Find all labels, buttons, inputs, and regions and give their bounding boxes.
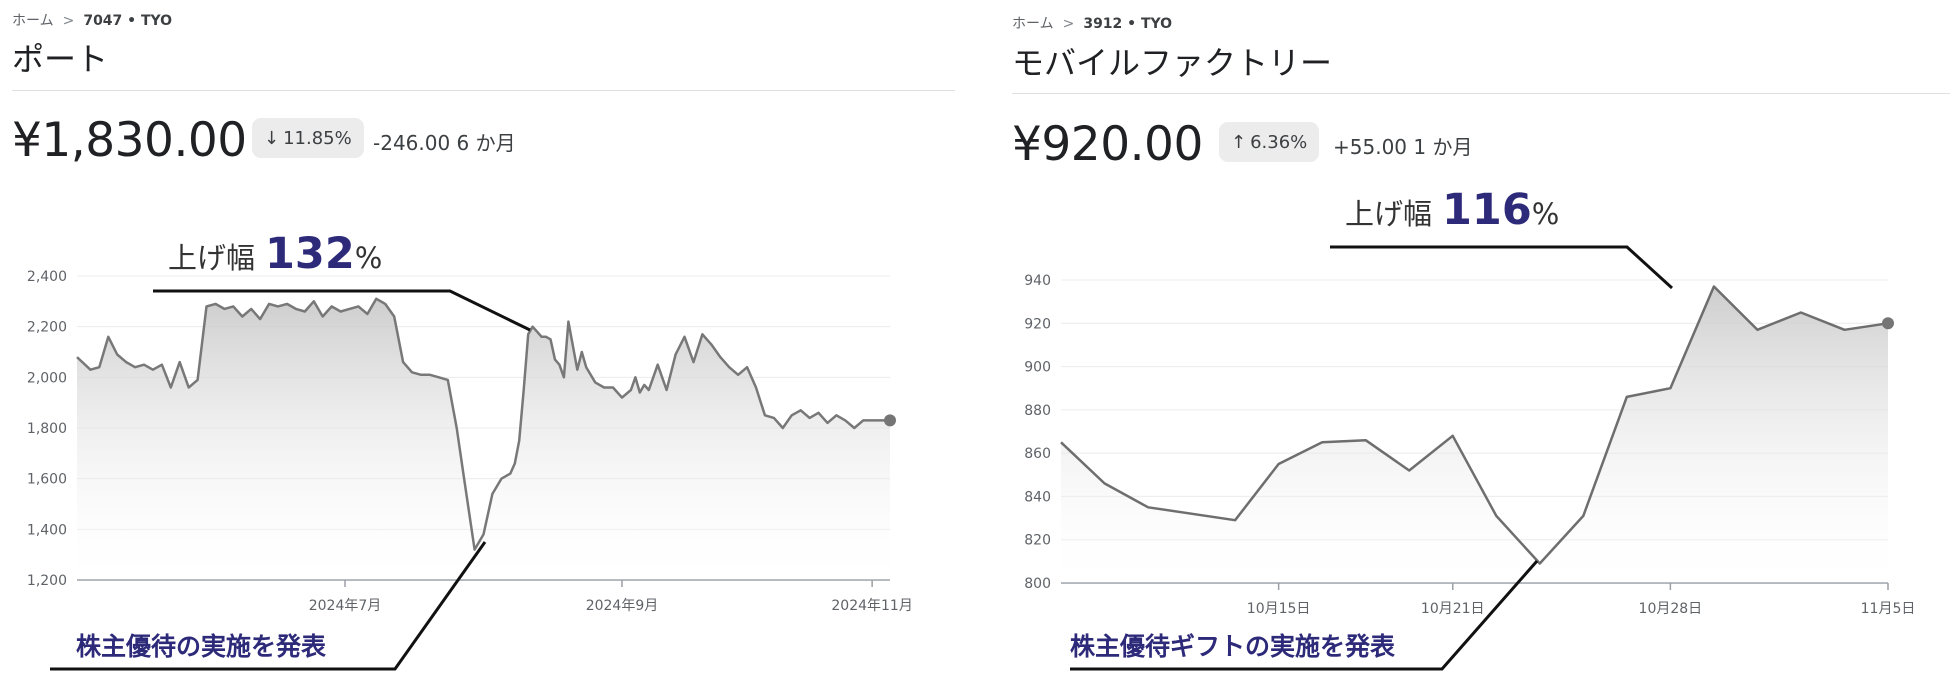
- gain-annotation: 上げ幅 116%: [1345, 185, 1559, 235]
- y-tick-label: 2,400: [27, 269, 67, 285]
- divider: [12, 90, 955, 91]
- y-tick-label: 860: [1024, 446, 1051, 462]
- price-chart[interactable]: 800 820 840 860 880 900 920 940 10月15日 10月21日 10月…: [1000, 0, 1950, 680]
- arrow-up-icon: ↑: [1231, 131, 1247, 153]
- x-tick-label: 2024年7月: [309, 598, 382, 614]
- change-absolute: -246.00 6 か月: [373, 131, 516, 155]
- change-percent-badge: ↓ 11.85%: [252, 118, 364, 158]
- change-percent-badge: ↑ 6.36%: [1219, 122, 1320, 162]
- stock-price: ¥920.00: [1012, 117, 1203, 172]
- x-tick-label: 2024年9月: [586, 598, 659, 614]
- gain-annotation-value: 116: [1442, 185, 1532, 235]
- x-tick-label: 2024年11月: [831, 598, 912, 614]
- annotation-line-top: [153, 289, 531, 332]
- gain-annotation-value: 132: [265, 229, 355, 279]
- chevron-right-icon: >: [62, 13, 75, 29]
- breadcrumb-ticker[interactable]: 7047 • TYO: [83, 13, 173, 29]
- divider: [1012, 93, 1950, 94]
- gain-annotation-suffix: %: [355, 241, 383, 275]
- gain-annotation-suffix: %: [1532, 197, 1560, 231]
- y-tick-label: 1,600: [27, 472, 67, 488]
- breadcrumb-home[interactable]: ホーム: [1012, 16, 1054, 32]
- last-price-dot: [1882, 317, 1894, 330]
- annotation-line-top: [1330, 245, 1674, 290]
- breadcrumb: ホーム >3912 • TYO: [1012, 13, 1172, 33]
- stock-price: ¥1,830.00: [12, 113, 247, 168]
- y-tick-label: 900: [1024, 360, 1051, 376]
- y-tick-label: 840: [1024, 489, 1051, 505]
- annotation-line-bottom: [1070, 560, 1539, 671]
- y-tick-label: 1,400: [27, 522, 67, 538]
- x-tick-label: 10月21日: [1421, 601, 1485, 617]
- annotation-line-bottom: [50, 541, 487, 671]
- change-absolute: +55.00 1 か月: [1333, 135, 1473, 159]
- event-annotation: 株主優待ギフトの実施を発表: [1070, 632, 1396, 661]
- breadcrumb-home[interactable]: ホーム: [12, 13, 54, 29]
- price-line: [76, 297, 890, 551]
- y-tick-label: 920: [1024, 316, 1051, 332]
- breadcrumb-ticker[interactable]: 3912 • TYO: [1083, 16, 1173, 32]
- chevron-right-icon: >: [1062, 16, 1075, 32]
- y-tick-label: 2,000: [27, 370, 67, 386]
- price-line: [1060, 285, 1889, 565]
- y-tick-label: 880: [1024, 403, 1051, 419]
- y-tick-label: 1,800: [27, 421, 67, 437]
- y-tick-label: 2,200: [27, 320, 67, 336]
- breadcrumb: ホーム >7047 • TYO: [12, 10, 172, 30]
- y-tick-label: 820: [1024, 533, 1051, 549]
- change-percent-value: 11.85%: [283, 127, 352, 149]
- stock-name: ポート: [12, 40, 109, 78]
- stock-name: モバイルファクトリー: [1012, 44, 1333, 82]
- y-tick-label: 1,200: [27, 573, 67, 589]
- price-area: [1061, 286, 1888, 583]
- x-tick-label: 10月15日: [1247, 601, 1311, 617]
- change-percent-value: 6.36%: [1250, 131, 1308, 153]
- y-tick-label: 940: [1024, 273, 1051, 289]
- price-chart[interactable]: 1,200 1,400 1,600 1,800 2,000 2,200 2,400 2024…: [0, 0, 975, 680]
- x-tick-label: 11月5日: [1861, 601, 1916, 617]
- gain-annotation: 上げ幅 132%: [168, 229, 382, 279]
- event-annotation: 株主優待の実施を発表: [76, 632, 327, 661]
- arrow-down-icon: ↓: [264, 127, 280, 149]
- gain-annotation-prefix: 上げ幅: [1345, 197, 1432, 231]
- price-area: [77, 298, 890, 580]
- gain-annotation-prefix: 上げ幅: [168, 241, 255, 275]
- last-price-dot: [884, 414, 896, 427]
- stock-panel-port: ホーム >7047 • TYO ポート ¥1,830.00 ↓ 11.85% -24…: [0, 0, 975, 680]
- x-tick-label: 10月28日: [1639, 601, 1703, 617]
- y-tick-label: 800: [1024, 576, 1051, 592]
- stock-panel-mobile-factory: ホーム >3912 • TYO モバイルファクトリー ¥920.00 ↑ 6.36%…: [1000, 0, 1950, 680]
